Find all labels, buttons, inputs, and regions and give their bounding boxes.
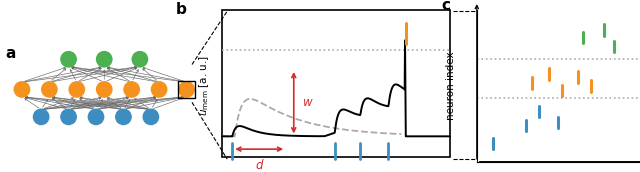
Circle shape [42, 82, 57, 97]
Text: b: b [176, 2, 187, 17]
Circle shape [152, 82, 167, 97]
Bar [178, 81, 195, 98]
Circle shape [14, 82, 29, 97]
Text: d: d [255, 159, 263, 172]
Text: time [a. u.]: time [a. u.] [306, 171, 364, 172]
Text: a: a [6, 46, 16, 61]
Circle shape [88, 109, 104, 125]
Circle shape [97, 82, 112, 97]
Circle shape [97, 52, 112, 67]
Circle shape [124, 82, 140, 97]
Circle shape [61, 52, 76, 67]
Bar [222, 10, 450, 157]
Text: c: c [441, 0, 450, 13]
Circle shape [33, 109, 49, 125]
Text: $u_\mathrm{mem}$ [a. u.]: $u_\mathrm{mem}$ [a. u.] [197, 55, 211, 116]
Text: neuron index: neuron index [445, 52, 456, 120]
Text: w: w [303, 96, 312, 109]
Circle shape [132, 52, 148, 67]
Circle shape [143, 109, 159, 125]
Circle shape [61, 109, 76, 125]
Circle shape [69, 82, 84, 97]
Circle shape [179, 82, 194, 97]
Circle shape [116, 109, 131, 125]
